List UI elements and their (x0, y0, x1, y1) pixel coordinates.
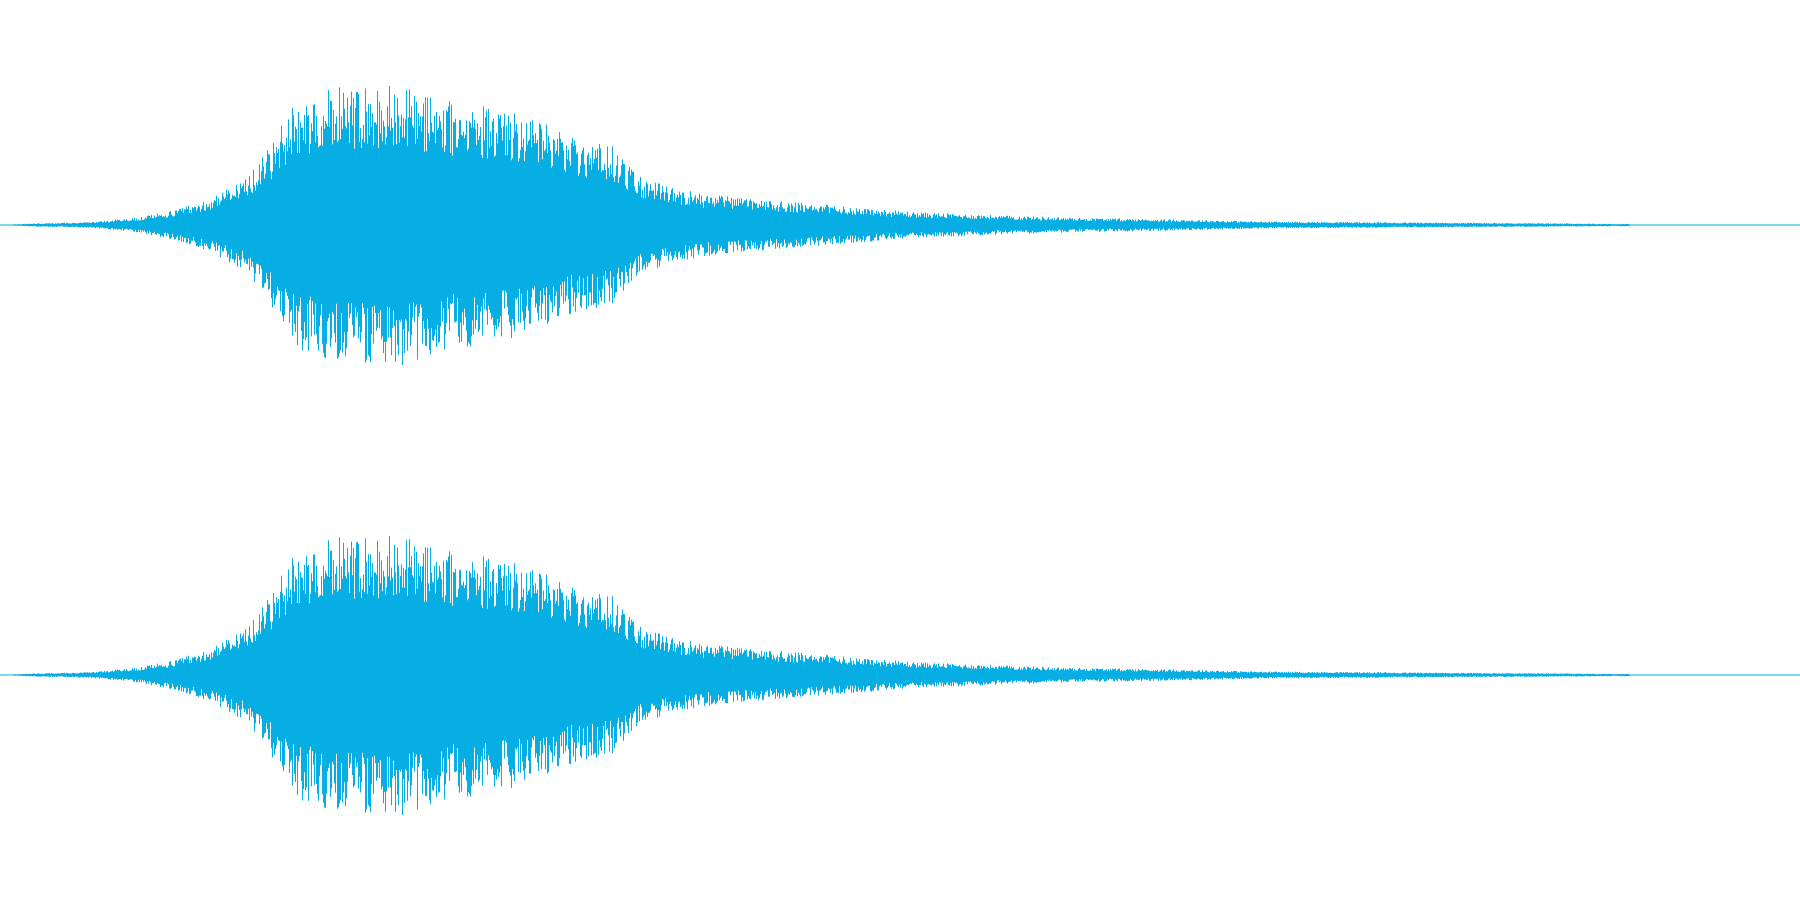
waveform-channel-2 (0, 450, 1800, 900)
wave-top-trace (1, 85, 1631, 365)
waveform-channel-1 (0, 85, 1800, 365)
wave-bottom-trace (1, 535, 1631, 815)
channel-1-waveform (1, 85, 1631, 365)
channel-2-waveform (1, 535, 1631, 815)
waveform-channel-2-svg (0, 535, 1800, 815)
waveform-channel-1-svg (0, 85, 1800, 365)
